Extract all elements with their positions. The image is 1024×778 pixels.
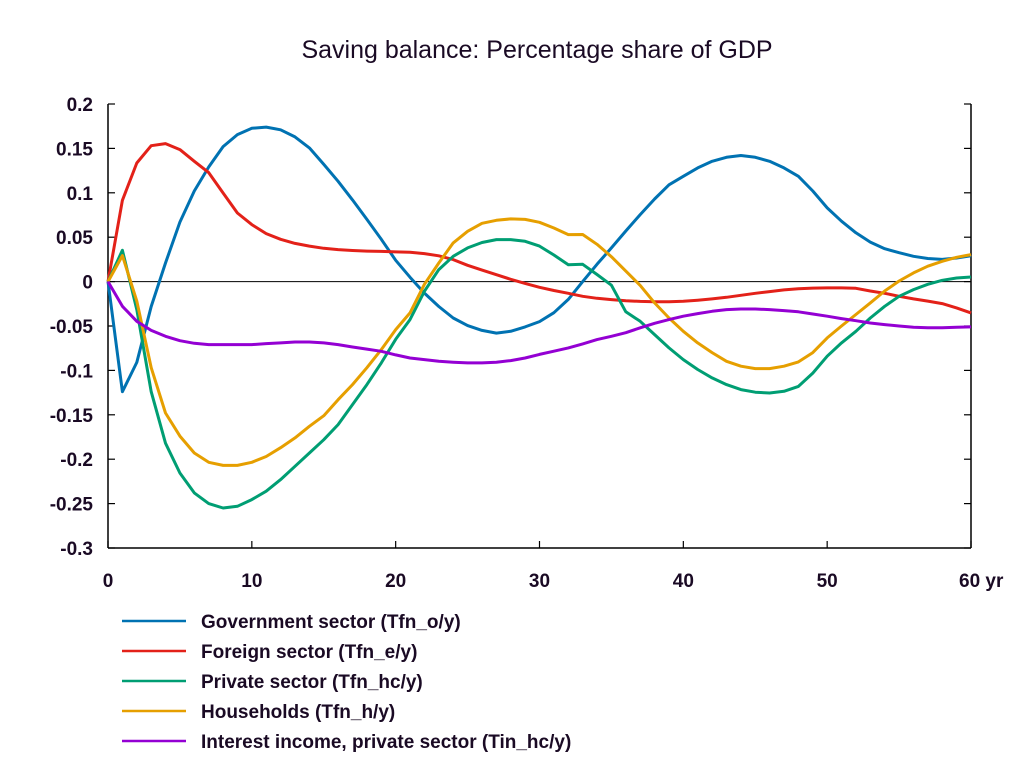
legend-label-3: Private sector (Tfn_hc/y) (201, 672, 423, 693)
plot-area: 0.2 0.15 0.1 0.05 0 -0.05 -0.1 -0.15 -0.2 -0.25 -0… (50, 95, 1004, 592)
y-tick-label: 0.2 (67, 95, 93, 116)
series-line-3 (106, 238, 972, 510)
legend: Government sector (Tfn_o/y) Foreign secto… (122, 612, 571, 753)
y-tick-label: -0.2 (60, 450, 93, 471)
legend-label-1: Government sector (Tfn_o/y) (201, 612, 461, 633)
series-line-2 (106, 142, 972, 315)
x-tick-label: 30 (529, 571, 550, 592)
chart-title: Saving balance: Percentage share of GDP (301, 36, 772, 64)
y-tick-label: -0.15 (50, 406, 94, 427)
series-line-1 (106, 125, 972, 394)
y-tick-label: 0.05 (56, 228, 93, 249)
y-tick-label: -0.3 (60, 539, 93, 560)
x-tick-label: 20 (385, 571, 406, 592)
series-line-4 (106, 217, 972, 467)
legend-label-5: Interest income, private sector (Tin_hc/… (201, 732, 571, 753)
y-tick-label: 0.1 (67, 184, 94, 205)
y-tick-label: -0.05 (50, 317, 94, 338)
series-line-5 (106, 280, 972, 365)
x-tick-label: 0 (103, 571, 114, 592)
y-tick-label: 0 (82, 273, 93, 294)
y-tick-label: 0.15 (56, 139, 93, 160)
x-tick-label: 60 yr (959, 571, 1004, 592)
legend-label-2: Foreign sector (Tfn_e/y) (201, 642, 417, 663)
x-tick-label: 50 (817, 571, 838, 592)
x-tick-label: 10 (241, 571, 262, 592)
x-tick-label: 40 (673, 571, 694, 592)
y-tick-label: -0.1 (60, 361, 93, 382)
legend-label-4: Households (Tfn_h/y) (201, 702, 395, 723)
y-tick-label: -0.25 (50, 495, 94, 516)
